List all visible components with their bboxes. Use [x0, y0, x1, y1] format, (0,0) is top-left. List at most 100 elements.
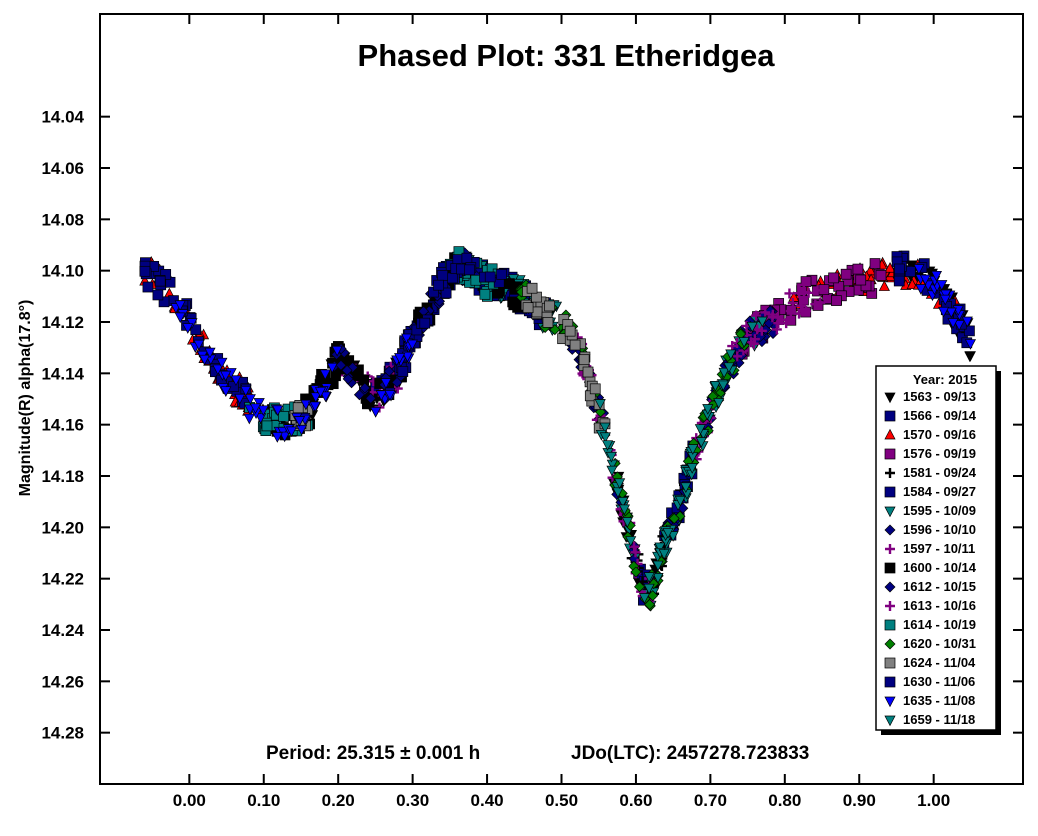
data-point	[504, 278, 515, 289]
data-point	[713, 398, 725, 409]
y-tick-label: 14.12	[41, 313, 84, 332]
data-point	[326, 362, 338, 374]
data-point	[662, 528, 674, 539]
legend-marker	[885, 468, 895, 478]
data-point	[652, 573, 664, 584]
legend-label: 1612 - 10/15	[903, 579, 976, 594]
legend-marker	[884, 696, 896, 708]
legend-marker	[885, 544, 895, 554]
data-point	[746, 321, 758, 333]
legend-item: 1620 - 10/31	[884, 636, 976, 651]
data-point	[643, 583, 655, 595]
data-point	[599, 422, 611, 434]
y-tick-label: 14.10	[41, 262, 84, 281]
data-point	[723, 362, 735, 374]
data-point	[394, 353, 406, 364]
y-tick-label: 14.08	[41, 210, 84, 229]
data-point	[702, 404, 714, 415]
data-point	[401, 333, 413, 345]
legend-title: Year: 2015	[913, 372, 977, 387]
legend-marker	[884, 428, 896, 440]
data-point	[310, 392, 322, 403]
data-point	[230, 375, 242, 386]
data-point	[452, 254, 464, 265]
data-point	[365, 392, 377, 404]
data-point	[801, 306, 812, 317]
data-point	[794, 288, 805, 299]
data-point	[652, 560, 664, 572]
data-point	[893, 275, 905, 287]
data-point	[309, 401, 321, 413]
data-point	[255, 413, 267, 424]
data-point	[496, 268, 507, 280]
legend-item: 1576 - 09/19	[884, 446, 976, 461]
legend-item: 1613 - 10/16	[885, 598, 976, 613]
legend-marker	[885, 601, 895, 611]
data-point	[601, 440, 614, 451]
data-point	[589, 383, 601, 395]
data-point	[292, 402, 304, 414]
legend-label: 1597 - 10/11	[903, 541, 975, 556]
data-point	[953, 320, 965, 331]
data-point	[939, 294, 951, 306]
data-point	[756, 316, 768, 328]
data-point	[803, 287, 814, 298]
data-point	[815, 297, 826, 308]
legend-box	[875, 365, 997, 731]
data-point	[732, 351, 743, 362]
data-point	[484, 271, 496, 283]
legend-item: 1570 - 09/16	[884, 427, 976, 442]
y-tick-label: 14.16	[41, 416, 84, 435]
data-point	[380, 378, 392, 389]
data-point	[964, 339, 977, 350]
data-point	[878, 280, 890, 291]
data-point	[278, 411, 289, 422]
data-point	[654, 542, 666, 554]
y-tick-label: 14.14	[41, 364, 84, 383]
data-point	[212, 364, 224, 376]
data-point	[542, 317, 554, 328]
data-point	[686, 463, 698, 474]
legend-item: 1614 - 10/19	[884, 617, 976, 632]
legend-item: 1566 - 09/14	[884, 408, 977, 423]
data-point	[864, 264, 876, 276]
data-point	[599, 432, 611, 444]
data-point	[810, 299, 821, 310]
data-point	[464, 264, 475, 276]
legend-label: 1614 - 10/19	[903, 617, 976, 632]
legend-marker	[884, 506, 896, 518]
data-point	[749, 334, 760, 345]
data-point	[531, 306, 543, 318]
data-point	[440, 287, 452, 299]
data-point	[812, 285, 823, 296]
data-point	[771, 324, 782, 335]
legend-marker	[884, 410, 896, 422]
x-tick-label: 1.00	[917, 791, 950, 810]
data-point	[261, 420, 273, 432]
data-point	[216, 357, 228, 369]
series-1659	[594, 316, 768, 604]
data-point	[240, 385, 252, 397]
y-tick-label: 14.20	[41, 518, 84, 537]
legend-marker	[884, 581, 896, 593]
legend-label: 1613 - 10/16	[903, 598, 976, 613]
data-point	[569, 339, 581, 351]
data-point	[667, 531, 679, 542]
data-point	[594, 399, 606, 410]
legend-item: 1635 - 11/08	[884, 693, 975, 708]
data-point	[190, 324, 202, 335]
data-point	[331, 345, 343, 357]
data-point	[359, 382, 371, 394]
legend-marker	[884, 392, 896, 404]
period-text: Period: 25.315 ± 0.001 h	[266, 743, 480, 764]
y-tick-label: 14.24	[41, 621, 84, 640]
data-point	[727, 341, 738, 352]
legend-item: 1600 - 10/14	[884, 560, 977, 575]
data-point	[158, 296, 170, 308]
legend-label: 1563 - 09/13	[903, 389, 976, 404]
data-point	[544, 300, 555, 312]
data-point	[796, 300, 807, 311]
data-point	[717, 380, 729, 392]
x-tick-label: 0.00	[173, 791, 206, 810]
